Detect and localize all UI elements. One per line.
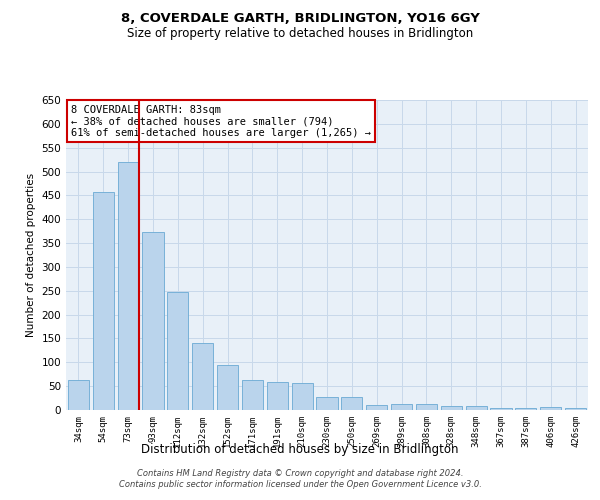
Bar xyxy=(118,162,139,410)
Text: 8, COVERDALE GARTH, BRIDLINGTON, YO16 6GY: 8, COVERDALE GARTH, BRIDLINGTON, YO16 6G… xyxy=(121,12,479,26)
Text: 8 COVERDALE GARTH: 83sqm
← 38% of detached houses are smaller (794)
61% of semi-: 8 COVERDALE GARTH: 83sqm ← 38% of detach… xyxy=(71,104,371,138)
Bar xyxy=(466,406,487,410)
Text: Contains public sector information licensed under the Open Government Licence v3: Contains public sector information licen… xyxy=(119,480,481,489)
Bar xyxy=(316,397,338,410)
Bar xyxy=(167,292,188,410)
Bar xyxy=(441,406,462,410)
Bar xyxy=(366,405,387,410)
Bar xyxy=(391,404,412,410)
Bar xyxy=(540,406,561,410)
Bar xyxy=(565,408,586,410)
Bar xyxy=(93,192,114,410)
Bar xyxy=(142,232,164,410)
Bar xyxy=(515,408,536,410)
Text: Size of property relative to detached houses in Bridlington: Size of property relative to detached ho… xyxy=(127,28,473,40)
Bar xyxy=(416,404,437,410)
Bar xyxy=(292,384,313,410)
Bar xyxy=(267,382,288,410)
Y-axis label: Number of detached properties: Number of detached properties xyxy=(26,173,36,337)
Bar xyxy=(341,397,362,410)
Bar xyxy=(217,365,238,410)
Bar xyxy=(68,380,89,410)
Text: Distribution of detached houses by size in Bridlington: Distribution of detached houses by size … xyxy=(141,442,459,456)
Text: Contains HM Land Registry data © Crown copyright and database right 2024.: Contains HM Land Registry data © Crown c… xyxy=(137,468,463,477)
Bar xyxy=(490,408,512,410)
Bar xyxy=(242,380,263,410)
Bar xyxy=(192,343,213,410)
